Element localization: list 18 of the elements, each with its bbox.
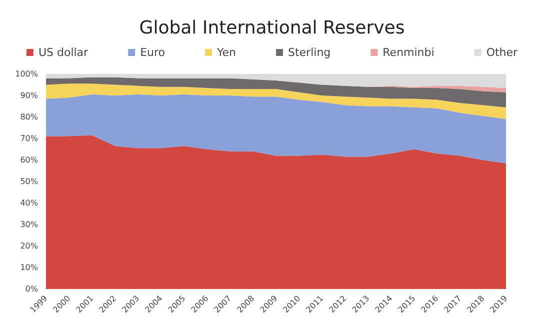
y-tick-label: 30%: [20, 220, 38, 229]
y-tick-label: 40%: [20, 198, 38, 208]
legend-label: Yen: [216, 46, 236, 59]
chart-title: Global International Reserves: [139, 18, 405, 38]
y-tick-label: 0%: [25, 284, 38, 294]
y-tick-label: 50%: [20, 177, 38, 186]
legend-label: Sterling: [288, 46, 331, 59]
y-tick-label: 20%: [20, 242, 38, 250]
y-tick-label: 10%: [20, 263, 38, 272]
y-tick-label: 60%: [20, 156, 38, 164]
legend-label: US dollar: [38, 46, 89, 59]
y-tick-label: 90%: [20, 91, 38, 100]
y-tick-label: 80%: [20, 112, 38, 122]
legend-label: Other: [486, 46, 518, 59]
legend-label: Renminbi: [382, 46, 434, 59]
legend-label: Euro: [140, 46, 166, 59]
y-tick-label: 70%: [20, 134, 38, 143]
y-tick-label: 100%: [15, 70, 38, 78]
